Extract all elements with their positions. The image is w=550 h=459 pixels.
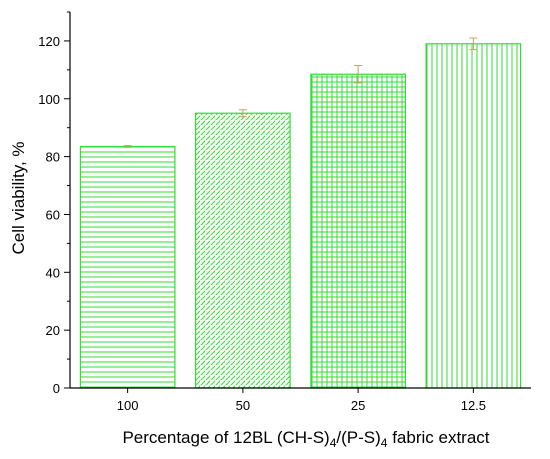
error-bar-100: [123, 145, 132, 148]
y-axis-title: Cell viability, %: [9, 141, 28, 254]
y-tick-label-20: 20: [46, 323, 60, 338]
x-tick-label-12.5: 12.5: [461, 398, 486, 413]
axes-group: [69, 12, 531, 389]
x-axis-title: Percentage of 12BL (CH-S)4/(P-S)4 fabric…: [122, 428, 489, 450]
error-bar-50: [238, 109, 247, 118]
bar-12.5: [425, 43, 522, 389]
y-tick-label-120: 120: [38, 34, 60, 49]
y-tick-label-0: 0: [53, 381, 60, 396]
x-axis-title-subscript-2: 4: [381, 436, 388, 450]
x-axis-title-prefix: Percentage of 12BL (CH-S): [122, 428, 329, 447]
error-bar-12.5: [469, 37, 478, 51]
x-axis-title-suffix: fabric extract: [387, 428, 489, 447]
ticks-group: 100 50 25 12.5 0 20 40 60 80 100 120: [38, 11, 486, 413]
x-tick-label-25: 25: [351, 398, 365, 413]
error-bars-group: [123, 37, 478, 148]
y-tick-label-60: 60: [46, 207, 60, 222]
y-tick-label-80: 80: [46, 150, 60, 165]
x-axis-title-middle: /(P-S): [336, 428, 380, 447]
bars-group: [79, 43, 522, 389]
x-tick-label-50: 50: [236, 398, 250, 413]
y-tick-label-40: 40: [46, 265, 60, 280]
x-axis-title-subscript-1: 4: [330, 436, 337, 450]
bar-50: [195, 112, 291, 389]
bar-25: [310, 73, 406, 389]
y-tick-label-100: 100: [38, 92, 60, 107]
error-bar-25: [354, 65, 363, 84]
bar-100: [79, 145, 176, 389]
x-tick-label-100: 100: [117, 398, 139, 413]
